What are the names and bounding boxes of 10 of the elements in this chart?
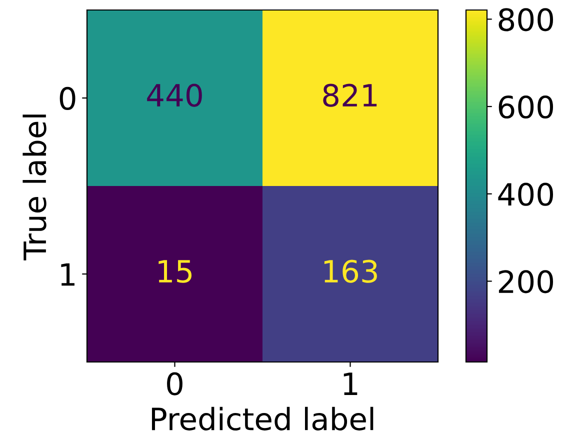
color-bar-label: 400 — [498, 182, 554, 206]
data-label: 440 — [147, 84, 202, 107]
color-bar-label: 200 — [498, 270, 554, 294]
x-axis-title: Predicted label — [152, 406, 374, 430]
color-bar-label: 600 — [498, 95, 554, 119]
color-bar-label: 800 — [498, 8, 554, 32]
data-label: 163 — [324, 260, 377, 283]
data-label: 821 — [323, 84, 377, 107]
y-axis-title: True label — [22, 114, 46, 260]
data-label: 15 — [158, 260, 192, 283]
